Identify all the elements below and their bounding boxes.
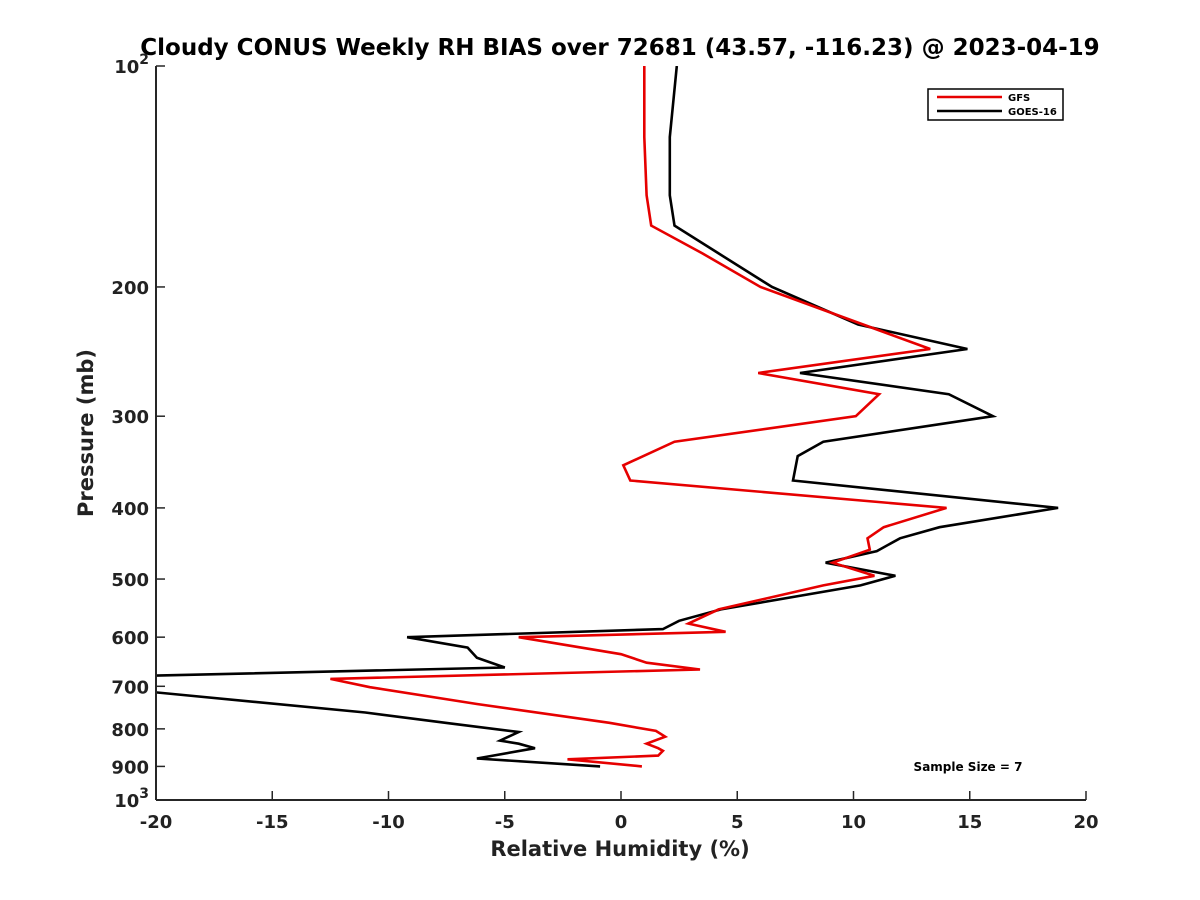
legend-label-goes16: GOES-16	[1008, 107, 1057, 118]
plot-area: -20 -15 -10 -5 0 5 10 15 20 10220030040050060070…	[111, 52, 1098, 833]
y-tick-base: 10	[114, 57, 139, 78]
x-tick-label: 5	[731, 812, 744, 833]
y-tick-label: 102	[114, 52, 149, 78]
x-tick-label: 0	[615, 812, 628, 833]
y-tick-label: 300	[111, 407, 149, 428]
series-layer	[156, 66, 1059, 768]
y-axis-label: Pressure (mb)	[74, 349, 98, 517]
y-tick-label: 200	[111, 278, 149, 299]
x-axis-label: Relative Humidity (%)	[490, 837, 749, 861]
plot-frame	[156, 66, 1086, 800]
y-tick-exponent: 3	[139, 786, 149, 802]
x-tick-label: 10	[841, 812, 866, 833]
legend-box	[927, 88, 1064, 121]
x-tick-label: 15	[957, 812, 982, 833]
y-tick-label: 900	[111, 757, 149, 778]
x-tick-label: 20	[1073, 812, 1098, 833]
legend-label-gfs: GFS	[1008, 93, 1030, 104]
x-tick-label: -10	[372, 812, 405, 833]
sample-size-annotation: Sample Size = 7	[914, 760, 1023, 774]
y-tick-label: 700	[111, 677, 149, 698]
series-line-gfs	[330, 66, 947, 768]
y-tick-label: 600	[111, 628, 149, 649]
x-tick-label: -15	[256, 812, 289, 833]
legend: GFS GOES-16	[927, 88, 1064, 121]
y-tick-label: 800	[111, 720, 149, 741]
y-tick-label: 400	[111, 499, 149, 520]
x-tick-label: -5	[495, 812, 515, 833]
x-ticks: -20 -15 -10 -5 0 5 10 15 20	[140, 791, 1099, 833]
y-tick-label: 103	[114, 786, 149, 812]
y-tick-exponent: 2	[139, 52, 149, 68]
x-tick-label: -20	[140, 812, 173, 833]
y-tick-label: 500	[111, 570, 149, 591]
chart-title: Cloudy CONUS Weekly RH BIAS over 72681 (…	[140, 35, 1099, 61]
y-tick-base: 10	[114, 791, 139, 812]
